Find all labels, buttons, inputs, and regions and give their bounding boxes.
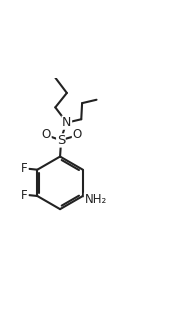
Text: NH₂: NH₂: [84, 193, 107, 206]
Text: F: F: [21, 188, 28, 202]
Text: N: N: [62, 116, 71, 129]
Text: O: O: [42, 128, 51, 141]
Text: F: F: [21, 162, 28, 176]
Text: O: O: [72, 128, 82, 141]
Text: S: S: [57, 134, 65, 147]
